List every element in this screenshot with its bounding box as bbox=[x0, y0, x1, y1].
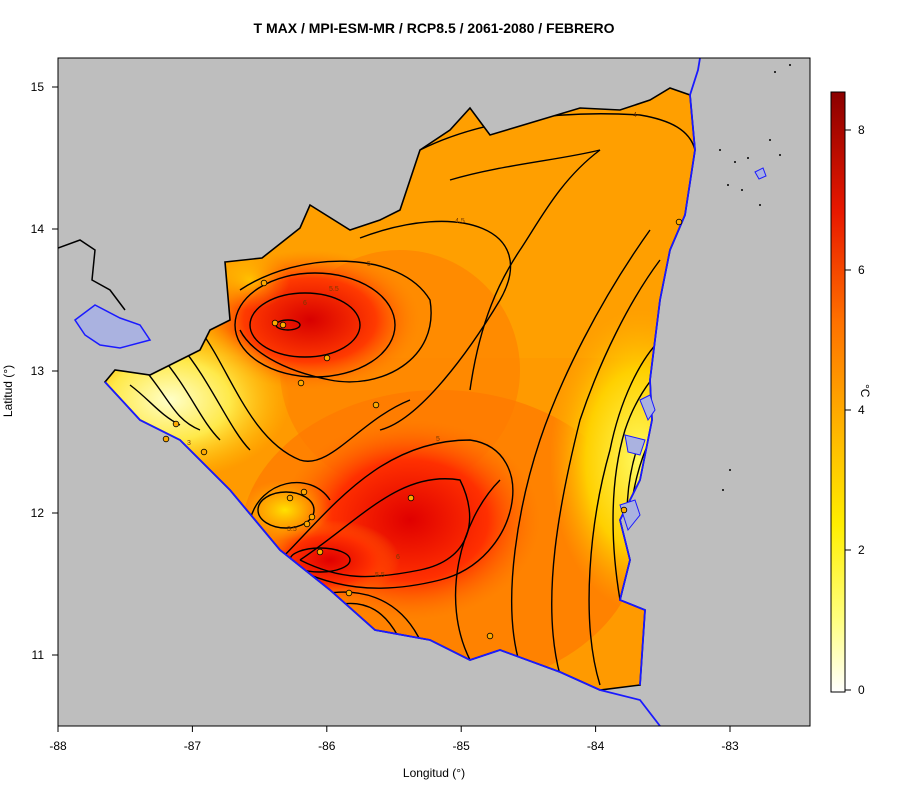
contour-label: 6 bbox=[303, 300, 307, 307]
station-marker bbox=[323, 354, 331, 362]
caribbean-coast bbox=[618, 58, 701, 686]
x-tick-label: -86 bbox=[318, 739, 336, 753]
station-marker bbox=[303, 520, 311, 528]
x-tick-label: -83 bbox=[721, 739, 739, 753]
weather-stations bbox=[162, 218, 683, 640]
colorbar-tick-label: 4 bbox=[858, 403, 865, 417]
station-marker bbox=[300, 488, 308, 496]
y-tick-label: 14 bbox=[31, 222, 45, 236]
contour-label: 3.5 bbox=[287, 526, 297, 533]
small-cays bbox=[719, 64, 791, 491]
contour-label: 6 bbox=[396, 554, 400, 561]
x-tick-label: -88 bbox=[49, 739, 67, 753]
station-marker bbox=[200, 448, 208, 456]
station-marker bbox=[675, 218, 683, 226]
map-plot-area: 4.5 5 5.5 6 3 3.5 6 5 5.5 4 bbox=[58, 58, 810, 726]
x-axis-ticks bbox=[57, 726, 731, 732]
x-tick-label: -84 bbox=[587, 739, 605, 753]
station-marker bbox=[620, 506, 628, 514]
station-marker bbox=[308, 513, 316, 521]
station-marker bbox=[407, 494, 415, 502]
pacific-ocean bbox=[58, 420, 660, 726]
station-marker bbox=[486, 632, 494, 640]
x-tick-label: -87 bbox=[184, 739, 202, 753]
contour-label: 4 bbox=[633, 112, 637, 119]
map-title: T MAX / MPI-ESM-MR / RCP8.5 / 2061-2080 … bbox=[253, 20, 615, 36]
contour-label: 5 bbox=[436, 436, 440, 443]
station-marker bbox=[260, 279, 268, 287]
gulf-of-fonseca bbox=[73, 304, 152, 349]
x-axis-tick-labels: -88 -87 -86 -85 -84 -83 bbox=[49, 739, 739, 753]
station-marker bbox=[316, 548, 324, 556]
x-axis-label: Longitud (°) bbox=[402, 766, 466, 780]
pacific-coast bbox=[104, 381, 661, 726]
colorbar-tick-label: 2 bbox=[858, 543, 865, 557]
station-marker bbox=[172, 420, 180, 428]
contour-label: 3 bbox=[187, 440, 191, 447]
colorbar-tick-label: 8 bbox=[858, 123, 865, 137]
corn-islands bbox=[754, 167, 767, 180]
y-tick-label: 12 bbox=[31, 506, 45, 520]
y-tick-label: 15 bbox=[31, 80, 45, 94]
contour-label: 5.5 bbox=[375, 572, 385, 579]
lagoon-east bbox=[624, 434, 646, 456]
station-marker bbox=[162, 435, 170, 443]
contour-label: 5 bbox=[367, 261, 371, 268]
contour-label: 5.5 bbox=[329, 286, 339, 293]
station-marker bbox=[279, 321, 287, 329]
plot-frame bbox=[57, 57, 811, 727]
station-marker bbox=[286, 494, 294, 502]
y-axis-tick-labels: 15 14 13 12 11 bbox=[31, 80, 45, 662]
contour-lines bbox=[129, 113, 695, 686]
colorbar: 8 6 4 2 0 bbox=[830, 91, 865, 697]
colorbar-tick-label: 0 bbox=[858, 683, 865, 697]
y-axis-ticks bbox=[52, 86, 58, 656]
y-tick-label: 11 bbox=[32, 648, 45, 662]
contour-labels: 4.5 5 5.5 6 3 3.5 6 5 5.5 4 bbox=[187, 112, 637, 579]
colorbar-gradient bbox=[830, 91, 846, 693]
y-tick-label: 13 bbox=[31, 364, 45, 378]
colorbar-tick-label: 6 bbox=[858, 263, 865, 277]
station-marker bbox=[372, 401, 380, 409]
honduras-border bbox=[58, 239, 126, 311]
pearl-lagoon bbox=[639, 394, 656, 422]
contour-label: 4.5 bbox=[455, 218, 465, 225]
station-marker bbox=[345, 589, 353, 597]
station-marker bbox=[297, 379, 305, 387]
x-tick-label: -85 bbox=[453, 739, 471, 753]
station-marker bbox=[271, 319, 279, 327]
